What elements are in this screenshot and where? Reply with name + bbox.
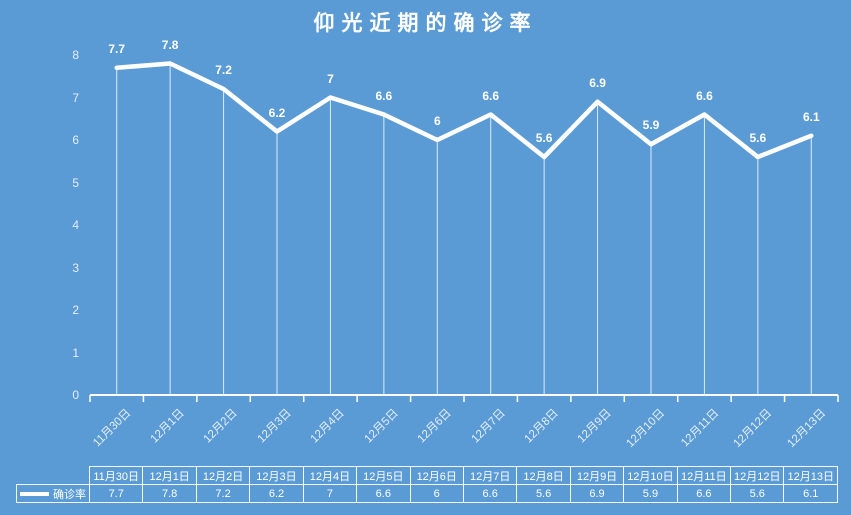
y-axis-tick-label: 0 bbox=[72, 388, 79, 402]
data-point-label: 6 bbox=[433, 114, 441, 128]
data-point-label: 5.6 bbox=[749, 131, 767, 145]
table-value-cell: 7 bbox=[302, 484, 358, 503]
data-point-label: 6.1 bbox=[802, 109, 820, 124]
table-header-cell: 12月1日 bbox=[142, 466, 197, 485]
y-axis-tick-label: 5 bbox=[72, 175, 79, 190]
data-point-label: 6.6 bbox=[696, 88, 713, 103]
table-header-cell: 12月13日 bbox=[783, 466, 838, 485]
data-table: 11月30日 12月1日 12月2日 12月3日 12月4日 12月5日 12月6日 12月7… bbox=[88, 466, 838, 503]
table-header-cell: 12月3日 bbox=[249, 466, 304, 485]
y-axis-tick-label: 2 bbox=[72, 303, 79, 317]
y-axis-tick-label: 4 bbox=[72, 218, 79, 232]
table-value-cell: 5.9 bbox=[623, 484, 678, 503]
table-header-cell: 12月4日 bbox=[302, 466, 358, 485]
table-header-cell: 12月5日 bbox=[356, 466, 411, 485]
table-value-cell: 6.6 bbox=[356, 484, 411, 503]
data-point-label: 7.8 bbox=[161, 37, 179, 52]
data-point-label: 7 bbox=[327, 71, 334, 86]
legend: 确诊率 bbox=[16, 484, 90, 503]
data-point-label: 6.9 bbox=[589, 75, 606, 90]
y-axis-tick-label: 7 bbox=[72, 90, 79, 105]
legend-series-label: 确诊率 bbox=[53, 488, 86, 501]
data-point-label: 7.7 bbox=[108, 41, 126, 56]
table-header-cell: 12月10日 bbox=[623, 466, 678, 485]
table-value-row: 7.7 7.8 7.2 6.2 7 6.6 6 6.6 5.6 6.9 5.9 6.6 5.6 6.1 bbox=[88, 484, 838, 503]
table-value-cell: 6.6 bbox=[676, 484, 732, 503]
table-value-cell: 7.7 bbox=[88, 484, 144, 503]
y-axis-tick-label: 8 bbox=[72, 48, 79, 62]
table-header-cell: 12月8日 bbox=[516, 466, 571, 485]
chart-title: 仰光近期的确诊率 bbox=[313, 11, 538, 35]
table-value-cell: 5.6 bbox=[730, 484, 785, 503]
table-value-cell: 6.6 bbox=[462, 484, 518, 503]
table-header-cell: 12月6日 bbox=[409, 466, 464, 485]
table-value-cell: 5.6 bbox=[516, 484, 571, 503]
series-line bbox=[114, 61, 814, 160]
table-header-cell: 12月9日 bbox=[569, 466, 625, 485]
table-value-cell: 6 bbox=[409, 484, 464, 503]
table-value-cell: 7.8 bbox=[142, 484, 197, 503]
table-value-cell: 6.1 bbox=[783, 484, 838, 503]
table-value-cell: 6.2 bbox=[249, 484, 304, 503]
data-point-label: 5.6 bbox=[535, 131, 553, 145]
y-axis-tick-label: 6 bbox=[72, 133, 79, 147]
data-point-label: 6.6 bbox=[482, 88, 500, 103]
data-point-label: 6.6 bbox=[375, 88, 393, 103]
y-axis-tick-label: 1 bbox=[72, 345, 79, 360]
y-axis-tick-label: 3 bbox=[72, 260, 79, 275]
data-point-label: 7.2 bbox=[215, 63, 232, 77]
table-value-cell: 6.9 bbox=[569, 484, 625, 503]
data-point-label: 6.2 bbox=[268, 105, 286, 120]
table-header-cell: 12月7日 bbox=[462, 466, 518, 485]
table-value-cell: 7.2 bbox=[195, 484, 251, 503]
legend-line-marker bbox=[20, 491, 49, 496]
table-header-cell: 12月2日 bbox=[195, 466, 251, 485]
table-header-cell: 12月11日 bbox=[676, 466, 732, 485]
table-header-row: 11月30日 12月1日 12月2日 12月3日 12月4日 12月5日 12月6日 12月7… bbox=[88, 466, 838, 485]
data-point-label: 5.9 bbox=[642, 118, 660, 133]
table-header-cell: 11月30日 bbox=[88, 466, 144, 485]
table-header-cell: 12月12日 bbox=[730, 466, 785, 485]
